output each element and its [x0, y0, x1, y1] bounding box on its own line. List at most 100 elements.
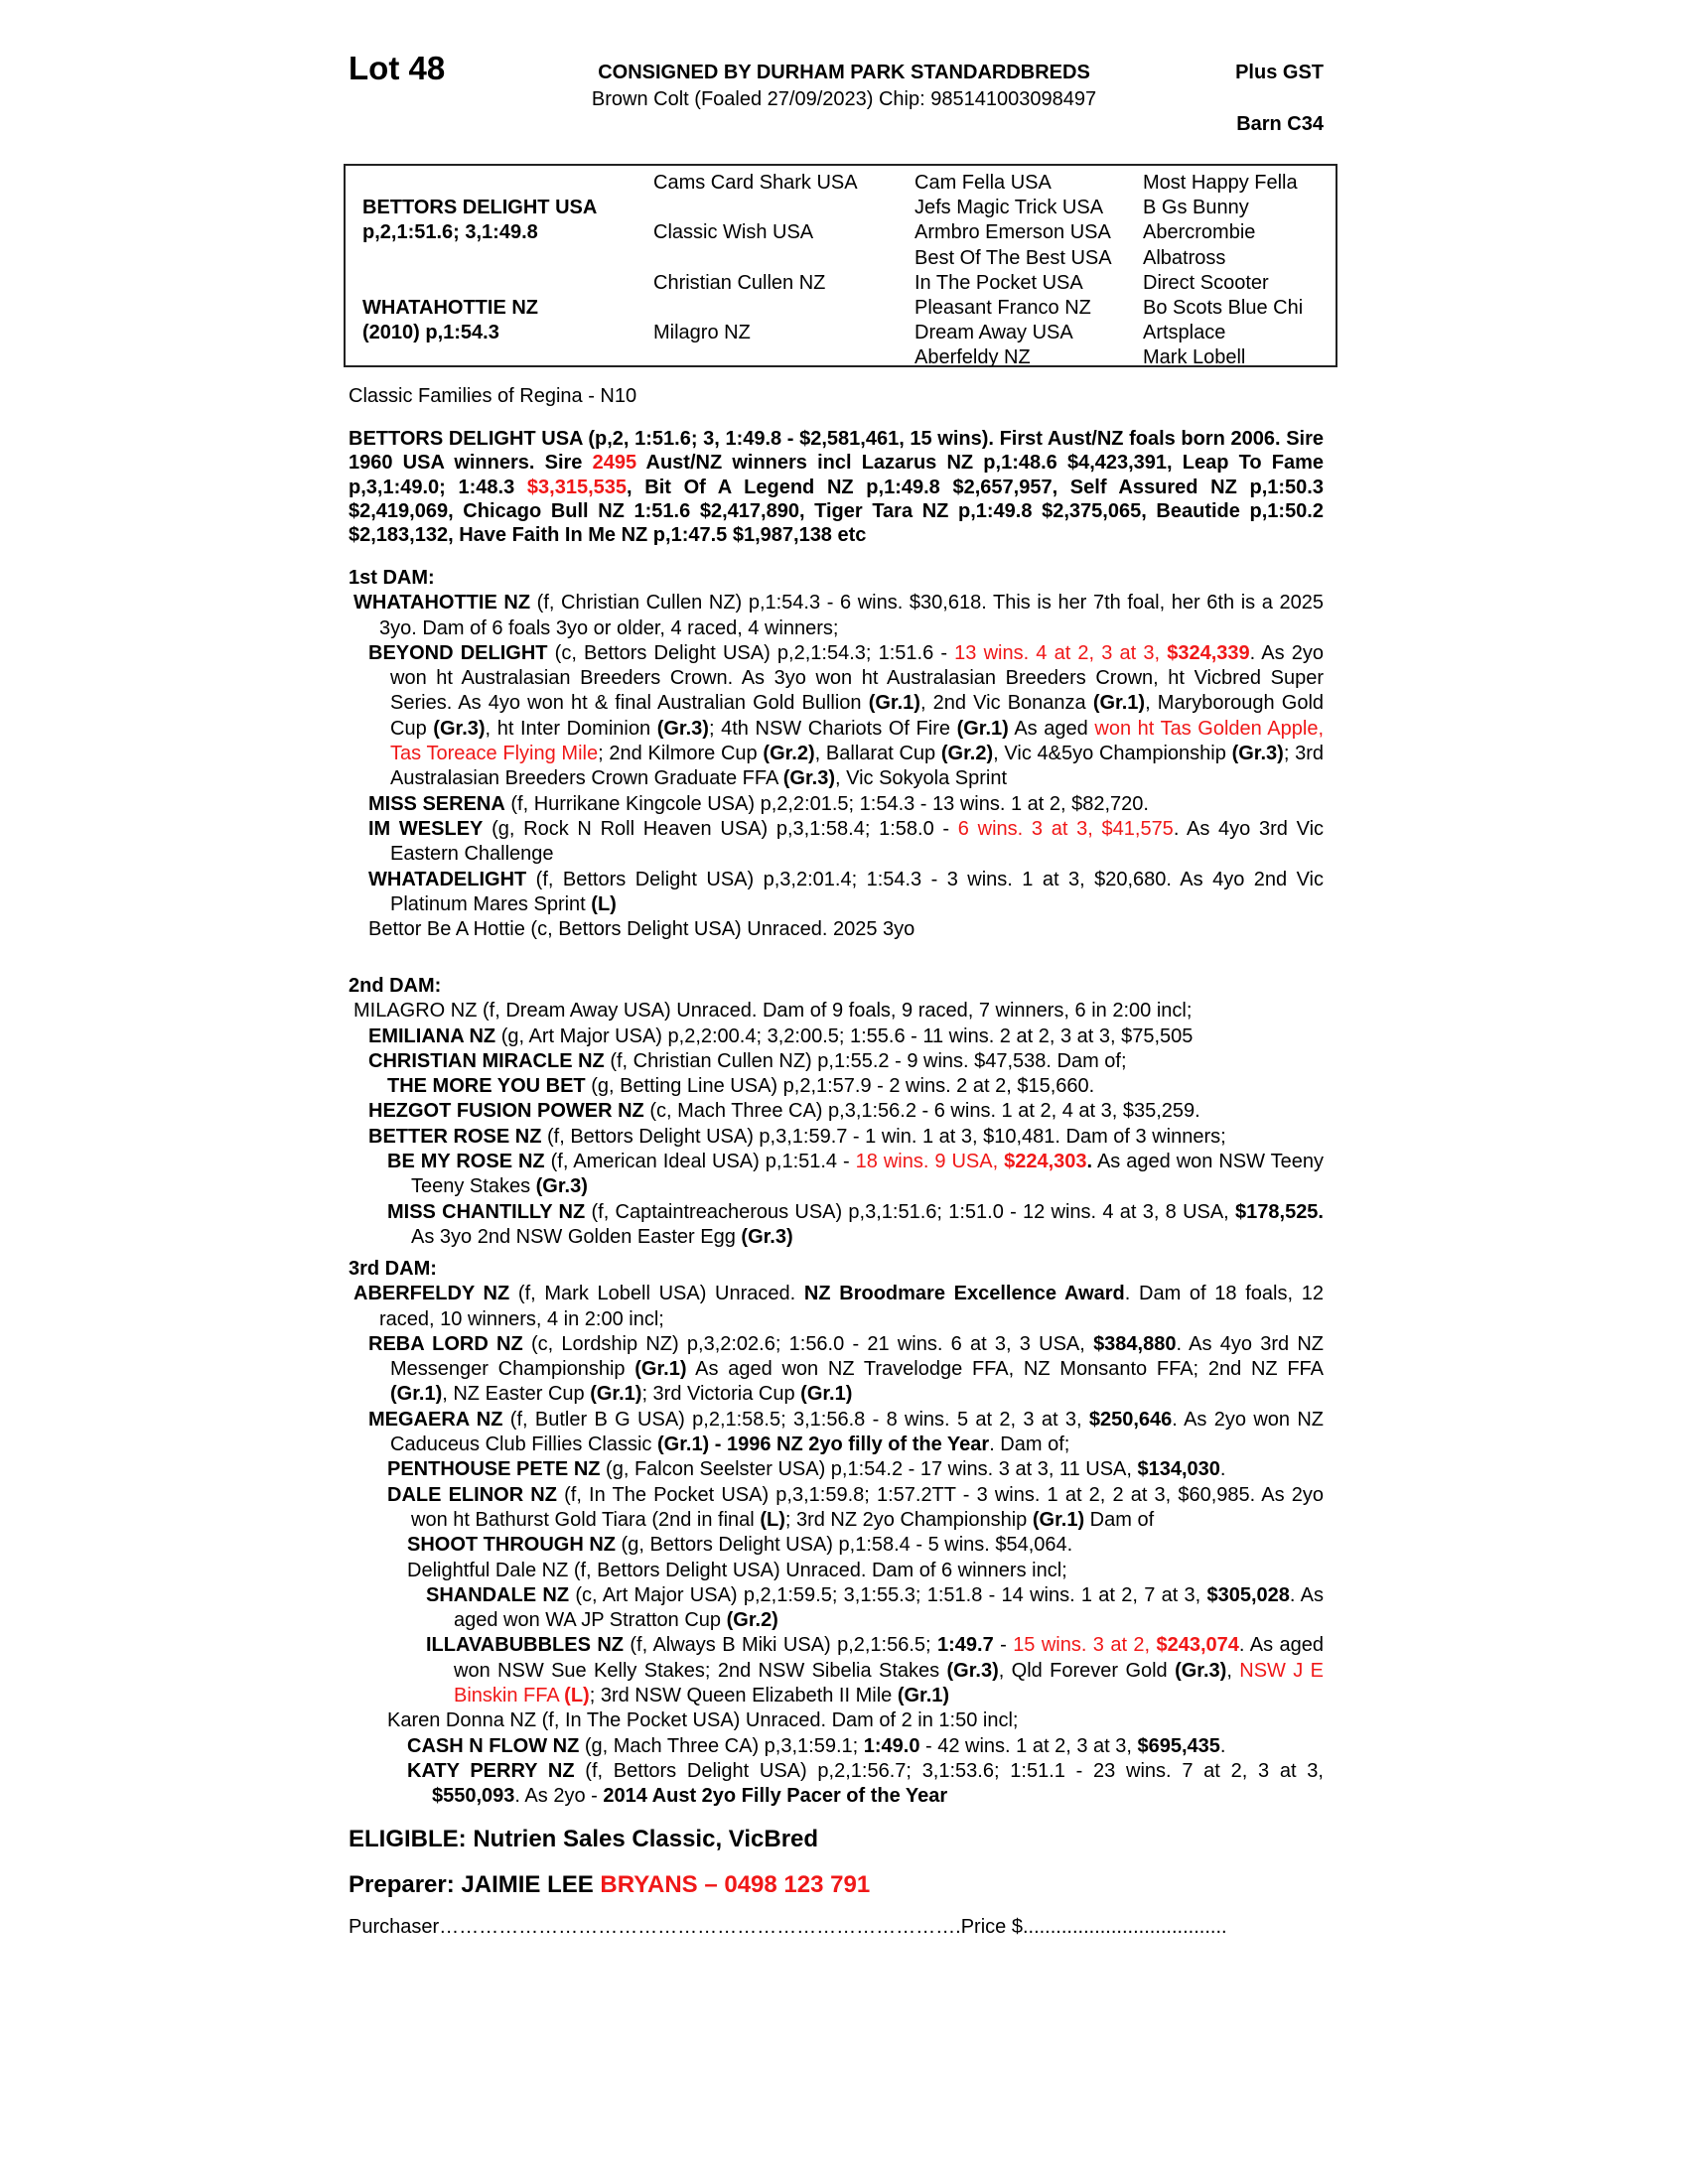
text-run: (Gr.1) [634, 1358, 687, 1381]
section-heading: 2nd DAM: [349, 975, 442, 997]
text-run: Delightful Dale NZ (f, Bettors Delight U… [407, 1559, 1067, 1581]
text-run: (c, Mach Three CA) p,3,1:56.2 - 6 wins. … [643, 1100, 1200, 1123]
text-run: , [1226, 1659, 1240, 1682]
horse-description: Brown Colt (Foaled 27/09/2023) Chip: 985… [591, 88, 1097, 110]
text-run: 2495 [592, 452, 637, 475]
text-run: , Ballarat Cup [814, 743, 941, 765]
text-run: (Gr.1) [800, 1383, 853, 1406]
pedigree-entry: KATY PERRY NZ (f, Bettors Delight USA) p… [349, 1759, 1324, 1810]
text-run: Aust/NZ winners incl Lazarus NZ p,1:48.6… [349, 452, 1324, 498]
text-run: IM WESLEY [368, 817, 484, 840]
text-run: . [1219, 1458, 1226, 1481]
text-run: 13 wins. 4 at 2, 3 at 3, [954, 641, 1168, 664]
first-dam-section: 1st DAM: WHATAHOTTIE NZ (f, Christian Cul… [349, 566, 1324, 942]
pedigree-entry: CASH N FLOW NZ (g, Mach Three CA) p,3,1:… [349, 1734, 1324, 1759]
pedigree-entry: WHATAHOTTIE NZ (f, Christian Cullen NZ) … [349, 591, 1324, 641]
pedigree-entry: THE MORE YOU BET (g, Betting Line USA) p… [349, 1074, 1324, 1099]
third-dam-section: 3rd DAM: ABERFELDY NZ (f, Mark Lobell USA… [349, 1257, 1324, 1810]
pedigree-sire: BETTORS DELIGHT USA [362, 197, 598, 218]
text-run: (Gr.1) [1032, 1508, 1085, 1531]
text-run: MILAGRO NZ (f, Dream Away USA) Unraced. … [353, 1000, 1193, 1023]
pedigree-entry: MISS SERENA (f, Hurrikane Kingcole USA) … [349, 792, 1324, 817]
text-run: $3,315,535 [526, 476, 628, 498]
preparer-label: Preparer: JAIMIE LEE [349, 1871, 601, 1898]
text-run: $550,093 [432, 1785, 515, 1808]
pedigree-entry: MEGAERA NZ (f, Butler B G USA) p,2,1:58.… [349, 1408, 1324, 1458]
pedigree-entry: HEZGOT FUSION POWER NZ (c, Mach Three CA… [349, 1099, 1324, 1124]
text-run: SHANDALE NZ [426, 1583, 570, 1606]
preparer: Preparer: JAIMIE LEE BRYANS – 0498 123 7… [349, 1871, 870, 1899]
pedigree-sire-record: p,2,1:51.6; 3,1:49.8 [362, 221, 538, 243]
text-run: (Gr.3) [782, 767, 835, 790]
text-run: (Gr.3) [656, 717, 709, 740]
text-run: (f, Always B Miki USA) p,2,1:56.5; [623, 1634, 937, 1657]
barn-number: Barn C34 [1236, 113, 1324, 135]
text-run: (c, Art Major USA) p,2,1:59.5; 3,1:55.3;… [569, 1583, 1207, 1606]
text-run: (c, Lordship NZ) p,3,2:02.6; 1:56.0 - 21… [522, 1332, 1094, 1355]
text-run: $224,303 [1004, 1151, 1087, 1173]
text-run: . [1086, 1151, 1093, 1173]
pedigree-entry: PENTHOUSE PETE NZ (g, Falcon Seelster US… [349, 1457, 1324, 1482]
pedigree-dam: WHATAHOTTIE NZ [362, 297, 539, 319]
text-run: MEGAERA NZ [368, 1408, 503, 1431]
pedigree-grandparent: Classic Wish USA [653, 221, 814, 244]
text-run: (c, Bettors Delight USA) p,2,1:54.3; 1:5… [547, 641, 955, 664]
text-run: . [1219, 1734, 1226, 1757]
pedigree-entry: BETTER ROSE NZ (f, Bettors Delight USA) … [349, 1125, 1324, 1150]
pedigree-great-great-grandparent: Direct Scooter [1143, 271, 1269, 294]
text-run: (g, Mach Three CA) p,3,1:59.1; [579, 1734, 864, 1757]
pedigree-great-great-grandparent: Mark Lobell [1143, 346, 1246, 369]
pedigree-entry: ABERFELDY NZ (f, Mark Lobell USA) Unrace… [349, 1282, 1324, 1332]
text-run: 1:49.7 [937, 1634, 994, 1657]
text-run: (f, Bettors Delight USA) p,3,1:59.7 - 1 … [541, 1125, 1226, 1148]
text-run: 6 wins. 3 at 3, $41,575 [957, 817, 1174, 840]
pedigree-entry: SHANDALE NZ (c, Art Major USA) p,2,1:59.… [349, 1583, 1324, 1634]
text-run: (Gr.1) - 1996 NZ 2yo filly of the Year [656, 1433, 990, 1456]
text-run: (g, Betting Line USA) p,2,1:57.9 - 2 win… [585, 1075, 1095, 1098]
text-run: won ht Tas Golden Apple, Tas Toreace Fly… [390, 717, 1325, 765]
text-run: $134,030 [1137, 1458, 1220, 1481]
text-run: (f, Bettors Delight USA) p,2,1:56.7; 3,1… [574, 1759, 1324, 1782]
pedigree-grandparent: Christian Cullen NZ [653, 271, 826, 294]
text-run: (Gr.1) [390, 1383, 443, 1406]
text-run: KATY PERRY NZ [407, 1759, 575, 1782]
text-run: (f, Christian Cullen NZ) p,1:55.2 - 9 wi… [604, 1049, 1127, 1072]
text-run: PENTHOUSE PETE NZ [387, 1458, 601, 1481]
text-run: (f, In The Pocket USA) p,3,1:59.8; 1:57.… [411, 1483, 1324, 1531]
text-run: EMILIANA NZ [368, 1024, 496, 1047]
section-heading: 1st DAM: [349, 567, 435, 589]
pedigree-entry: MISS CHANTILLY NZ (f, Captaintreacherous… [349, 1200, 1324, 1251]
pedigree-great-grandparent: Cam Fella USA [914, 172, 1052, 194]
text-run: (Gr.2) [940, 743, 994, 765]
text-run: (g, Bettors Delight USA) p,1:58.4 - 5 wi… [616, 1534, 1073, 1557]
text-run: BETTORS DELIGHT USA (p,2, 1:51.6; 3, 1:4… [349, 428, 1324, 475]
text-run: (Gr.1) [956, 717, 1009, 740]
text-run: ; 3rd NZ 2yo Championship [784, 1508, 1033, 1531]
text-run: , Vic 4&5yo Championship [993, 743, 1232, 765]
second-dam-section: 2nd DAM: MILAGRO NZ (f, Dream Away USA) U… [349, 974, 1324, 1250]
text-run: Dam of [1084, 1508, 1155, 1531]
pedigree-great-great-grandparent: Albatross [1143, 246, 1226, 269]
text-run: $324,339 [1167, 641, 1250, 664]
text-run: 18 wins. 9 USA, [855, 1151, 1005, 1173]
text-run: (Gr.3) [741, 1225, 793, 1248]
pedigree-table: BETTORS DELIGHT USA p,2,1:51.6; 3,1:49.8… [344, 164, 1337, 369]
text-run: , Qld Forever Gold [998, 1659, 1176, 1682]
text-run: WHATADELIGHT [368, 868, 527, 890]
text-run: BE MY ROSE NZ [387, 1151, 545, 1173]
lot-number: Lot 48 [349, 50, 446, 86]
text-run: As aged won NZ Travelodge FFA, NZ Monsan… [686, 1358, 1325, 1381]
text-run: As 3yo 2nd NSW Golden Easter Egg [411, 1225, 742, 1248]
pedigree-dam-record: (2010) p,1:54.3 [362, 322, 499, 343]
text-run: ; 4th NSW Chariots Of Fire [708, 717, 957, 740]
text-run: (g, Art Major USA) p,2,2:00.4; 3,2:00.5;… [495, 1024, 1194, 1047]
text-run: CASH N FLOW NZ [407, 1734, 580, 1757]
text-run: (f, Bettors Delight USA) p,3,2:01.4; 1:5… [390, 868, 1324, 915]
pedigree-entry: Delightful Dale NZ (f, Bettors Delight U… [349, 1559, 1324, 1583]
gst-note: Plus GST [1235, 62, 1324, 83]
text-run: (g, Falcon Seelster USA) p,1:54.2 - 17 w… [600, 1458, 1138, 1481]
purchaser-price-line: Purchaser…………………………………………………………………….Pric… [349, 1916, 1227, 1938]
text-run: DALE ELINOR NZ [387, 1483, 557, 1506]
text-run: (Gr.2) [726, 1609, 778, 1632]
text-run: (f, American Ideal USA) p,1:51.4 - [544, 1151, 856, 1173]
